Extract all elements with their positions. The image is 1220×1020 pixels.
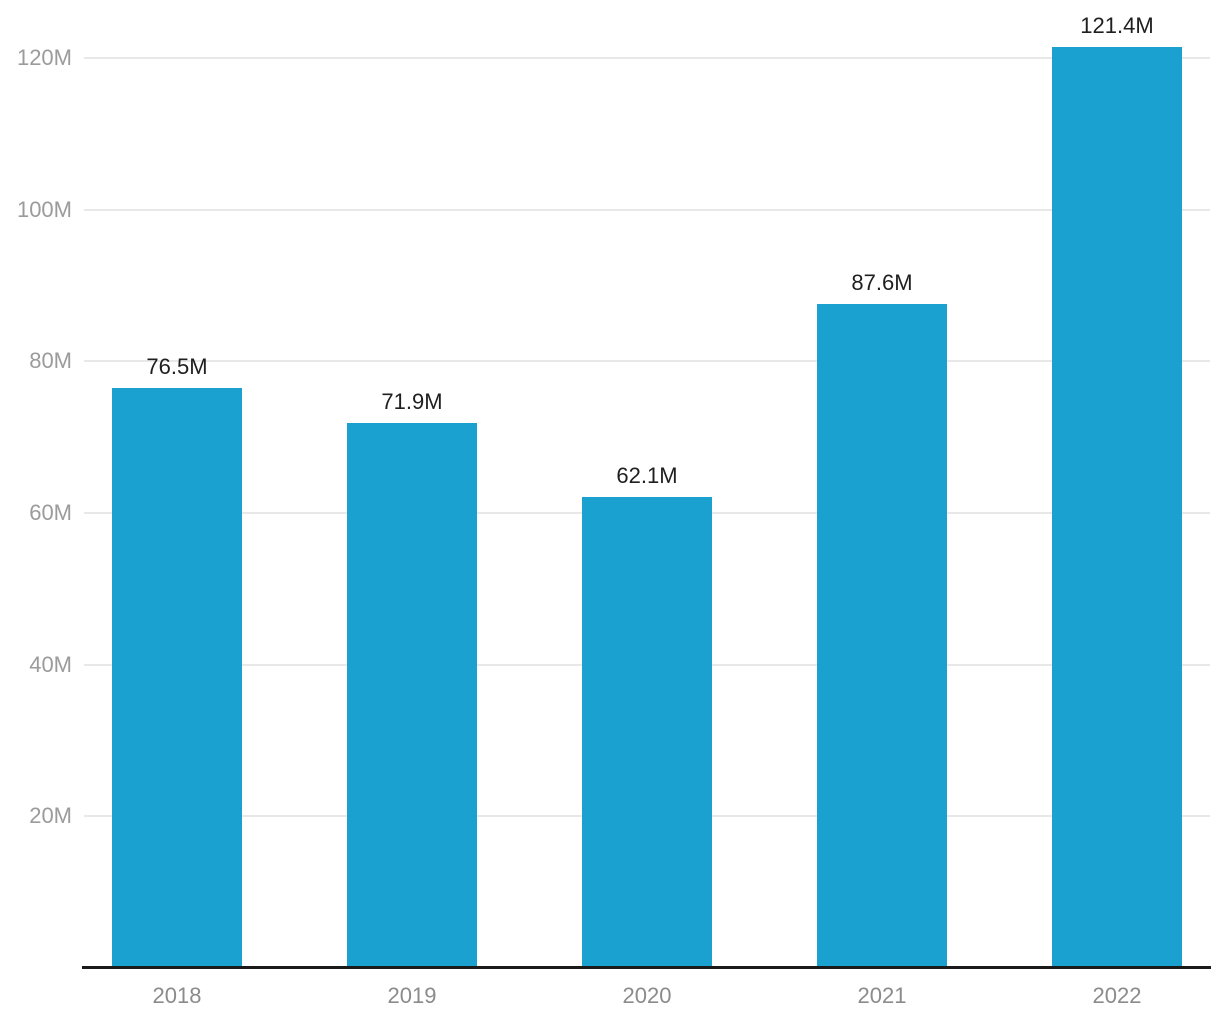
y-axis-tick-label: 60M (29, 500, 72, 525)
bar-2021[interactable] (817, 303, 947, 968)
y-axis-tick-label: 80M (29, 348, 72, 374)
bar-value-label: 121.4M (1080, 13, 1154, 39)
y-axis-tick-label: 40M (29, 651, 72, 677)
bar-value-label: 87.6M (851, 269, 913, 295)
bar-value-label: 71.9M (381, 388, 443, 414)
x-axis-tick-label: 2018 (152, 983, 202, 1008)
x-axis-tick-label: 2022 (1092, 983, 1142, 1008)
x-axis-tick-label: 2021 (857, 983, 907, 1008)
y-axis-tick-label: 100M (16, 196, 72, 222)
bar-value-label: 76.5M (146, 353, 208, 379)
bar-2022[interactable] (1052, 47, 1182, 968)
bar-value-label: 62.1M (616, 463, 678, 489)
y-axis-tick-label: 20M (29, 803, 72, 829)
gridline (84, 208, 1210, 211)
y-axis-tick-label: 120M (16, 45, 72, 70)
x-axis-tick-label: 2019 (387, 983, 437, 1008)
x-axis-tick-label: 2020 (622, 983, 672, 1008)
bar-2020[interactable] (582, 497, 712, 968)
bar-2018[interactable] (112, 387, 242, 968)
x-axis-line (82, 966, 1211, 969)
gridline (84, 57, 1210, 59)
bar-2019[interactable] (347, 422, 477, 968)
gridline (84, 360, 1210, 363)
